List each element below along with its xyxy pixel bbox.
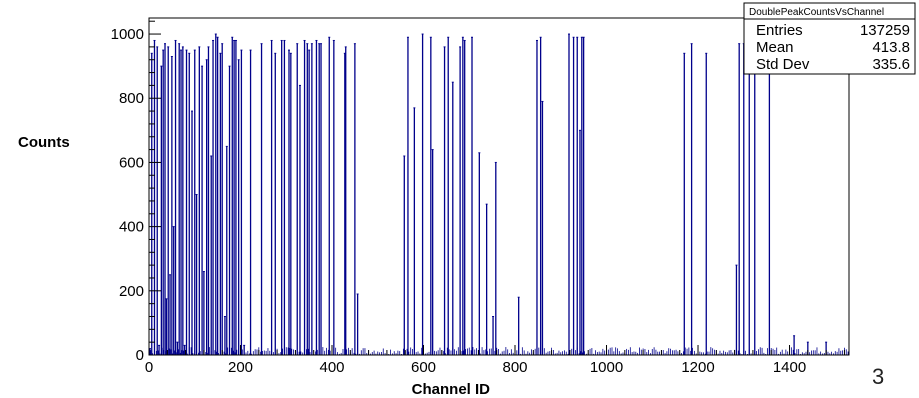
y-axis-title: Counts	[18, 134, 70, 151]
stats-mean-value: 413.8	[872, 39, 910, 56]
x-tick-label: 1000	[590, 359, 623, 376]
y-tick-label: 600	[119, 154, 144, 171]
x-axis-title: Channel ID	[412, 381, 491, 398]
stats-entries-label: Entries	[756, 22, 803, 39]
stats-std-label: Std Dev	[756, 56, 810, 73]
stats-box-frame	[743, 2, 916, 75]
x-tick-label: 400	[319, 359, 344, 376]
histogram-bars	[148, 33, 828, 355]
baseline-noise	[148, 347, 849, 355]
x-tick-label: 800	[502, 359, 527, 376]
y-tick-label: 200	[119, 283, 144, 300]
x-tick-label: 1200	[681, 359, 714, 376]
stats-title: DoublePeakCountsVsChannel	[749, 7, 884, 18]
plot-frame	[148, 17, 850, 356]
x-tick-label: 600	[411, 359, 436, 376]
y-tick-label: 0	[136, 347, 144, 364]
x-axis: 0 200 400 600 800 1000 1200 1400	[145, 345, 845, 376]
y-tick-label: 400	[119, 219, 144, 236]
y-tick-label: 1000	[111, 26, 144, 43]
x-tick-label: 1400	[773, 359, 806, 376]
stats-mean-label: Mean	[756, 39, 794, 56]
stats-box: DoublePeakCountsVsChannel Entries 137259…	[743, 2, 916, 75]
x-tick-label: 0	[145, 359, 153, 376]
stats-entries-value: 137259	[860, 22, 910, 39]
x-tick-label: 200	[228, 359, 253, 376]
y-tick-label: 800	[119, 90, 144, 107]
page-number: 3	[872, 364, 885, 389]
stats-std-value: 335.6	[872, 56, 910, 73]
y-axis: 0 200 400 600 800 1000	[111, 20, 161, 364]
